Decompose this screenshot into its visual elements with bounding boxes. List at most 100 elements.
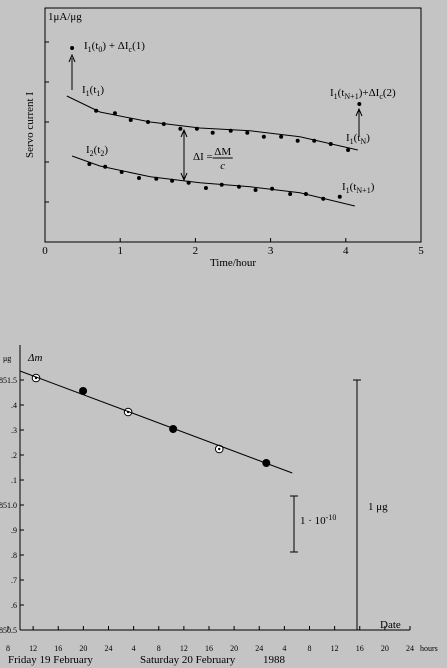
x-tick-label: 3: [268, 245, 274, 257]
annotation-sub: N+1: [356, 186, 370, 195]
date-label: 1988: [263, 654, 286, 666]
y-tick-label: 851.5: [0, 376, 17, 385]
y-axis-label: Servo current I: [24, 92, 36, 158]
x-tick-label: 24: [406, 644, 414, 653]
fraction-denominator: c: [220, 160, 225, 172]
point: [178, 126, 183, 131]
x-tick-label: 8: [157, 644, 161, 653]
x-tick-label: 0: [42, 245, 48, 257]
x-tick-label: 8: [6, 644, 10, 653]
point: [245, 130, 250, 135]
arrow-head: [180, 128, 188, 182]
annotation-sub: 1: [86, 89, 90, 98]
annotation: 1 μg: [368, 501, 388, 513]
date-label: Saturday 20 February: [140, 654, 236, 666]
annotation-text: ) + ΔI: [102, 40, 128, 52]
y-tick-label: .7: [11, 576, 17, 585]
x-tick-label: 4: [132, 644, 136, 653]
x-axis-label: Time/hour: [210, 257, 256, 269]
scale-bar: [290, 495, 298, 553]
annotation-sub: 1: [350, 137, 354, 146]
annotation-text: )+ΔI: [359, 87, 380, 99]
x-tick-label: 12: [331, 644, 339, 653]
x-tick-label: 12: [29, 644, 37, 653]
annotation-text: I: [82, 84, 86, 96]
x-tick-label: 8: [308, 644, 312, 653]
point: [346, 148, 351, 152]
annotation-text: 1 · 10: [300, 515, 326, 527]
annotation-sub: N+1: [344, 92, 358, 101]
annotation-sub: 1: [96, 89, 100, 98]
annotation-sub: 2: [90, 149, 94, 158]
point: [137, 176, 141, 180]
annotation-sub: 0: [98, 45, 102, 54]
fit-curve: [66, 95, 358, 151]
annotation-text: Δm: [27, 352, 42, 364]
arrow-head: [355, 107, 363, 117]
x-tick-label: 20: [230, 644, 238, 653]
annotation-sup: -10: [326, 513, 337, 522]
x-tick-label: 5: [418, 245, 424, 257]
y-axis-label: μg: [3, 354, 11, 363]
annotation-sub: c: [379, 92, 383, 101]
annotation: 1 · 10-10: [300, 513, 336, 527]
point: [279, 134, 284, 139]
x-tick-label: 16: [205, 644, 213, 653]
arrow-head: [68, 53, 76, 63]
x-tick-label: 4: [343, 245, 349, 257]
y-tick-label: .4: [11, 401, 17, 410]
annotation: Δm: [27, 352, 42, 364]
x-tick-label: 20: [381, 644, 389, 653]
annotation-sub: 2: [100, 149, 104, 158]
y-tick-label: .6: [11, 601, 17, 610]
annotation-text: ): [371, 181, 375, 193]
annotation-text: (t: [350, 181, 357, 193]
point: [210, 130, 215, 135]
annotation: I1(tN+1): [342, 181, 375, 195]
x-axis-label: hours: [420, 644, 438, 653]
annotation-text: (2): [383, 87, 396, 99]
annotation-text: (t: [354, 132, 361, 144]
annotation-text: ): [100, 84, 104, 96]
annotation: ΔI =: [193, 151, 213, 163]
x-tick-label: 12: [180, 644, 188, 653]
annotation-sub: N: [360, 137, 366, 146]
y-tick-label: .8: [11, 551, 17, 560]
annotation-text: ΔI =: [193, 151, 213, 163]
x-tick-label: 24: [255, 644, 263, 653]
annotation: Date: [380, 619, 401, 631]
annotation-text: I: [84, 40, 88, 52]
annotation-sub: 1: [346, 186, 350, 195]
x-tick-label: 16: [356, 644, 364, 653]
annotation-text: (t: [338, 87, 345, 99]
point: [79, 387, 88, 395]
point: [70, 46, 75, 50]
annotation: I1(tN): [346, 132, 370, 146]
top-frame: [44, 7, 422, 243]
point-center: [218, 447, 221, 451]
y-tick-label: 850.5: [0, 626, 17, 635]
y-tick-label: .9: [11, 526, 17, 535]
x-tick-label: 20: [79, 644, 87, 653]
annotation-text: I: [86, 144, 90, 156]
x-tick-label: 16: [54, 644, 62, 653]
y-tick-label: .3: [11, 426, 17, 435]
annotation-text: (1): [132, 40, 145, 52]
x-tick-label: 24: [105, 644, 113, 653]
annotation: I1(t1): [82, 84, 104, 98]
point: [128, 118, 133, 122]
y-tick-label: .1: [11, 476, 17, 485]
point: [357, 102, 362, 106]
date-label: Friday 19 February: [8, 654, 93, 666]
annotation-text: I: [346, 132, 350, 144]
point: [203, 186, 208, 190]
x-tick-label: 1: [117, 245, 123, 257]
annotation-text: (t: [90, 84, 97, 96]
y-tick-label: .2: [11, 451, 17, 460]
annotation-sub: c: [129, 45, 133, 54]
scale-bar: [353, 379, 361, 631]
annotation-text: 1 μg: [368, 501, 388, 513]
point: [261, 134, 266, 139]
annotation: I2(t2): [86, 144, 108, 158]
